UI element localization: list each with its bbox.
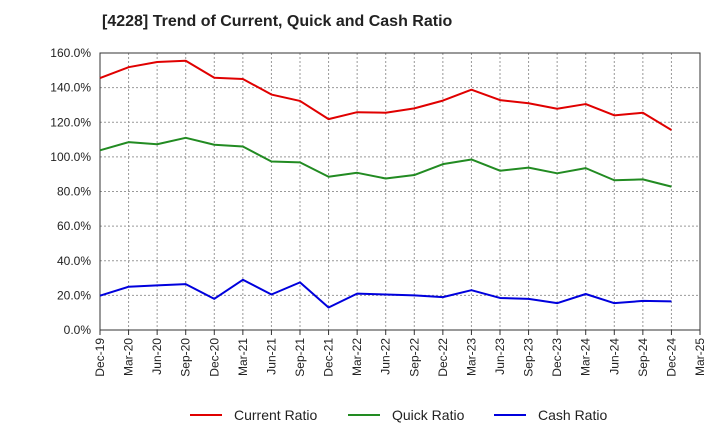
x-tick-label: Sep-23 xyxy=(522,338,536,377)
current-ratio-line xyxy=(100,61,671,130)
legend-label-quick-ratio: Quick Ratio xyxy=(392,407,465,423)
x-tick-label: Jun-24 xyxy=(607,338,621,375)
x-tick-label: Dec-19 xyxy=(93,338,107,377)
x-tick-label: Sep-21 xyxy=(293,338,307,377)
x-tick-label: Mar-24 xyxy=(579,338,593,376)
x-tick-label: Dec-22 xyxy=(436,338,450,377)
y-tick-label: 0.0% xyxy=(64,323,92,337)
y-tick-label: 40.0% xyxy=(57,254,91,268)
x-tick-label: Mar-23 xyxy=(464,338,478,376)
x-tick-label: Dec-20 xyxy=(207,338,221,377)
y-tick-label: 140.0% xyxy=(50,81,91,95)
x-tick-label: Jun-20 xyxy=(150,338,164,375)
x-tick-label: Dec-23 xyxy=(550,338,564,377)
legend-label-cash-ratio: Cash Ratio xyxy=(538,407,607,423)
x-tick-label: Mar-22 xyxy=(350,338,364,376)
x-tick-label: Dec-21 xyxy=(322,338,336,377)
y-tick-label: 80.0% xyxy=(57,185,91,199)
x-tick-label: Jun-21 xyxy=(264,338,278,375)
y-tick-label: 100.0% xyxy=(50,150,91,164)
x-tick-label: Sep-20 xyxy=(179,338,193,377)
x-tick-label: Mar-21 xyxy=(236,338,250,376)
x-tick-label: Mar-25 xyxy=(693,338,707,376)
y-tick-label: 160.0% xyxy=(50,46,91,60)
x-tick-label: Mar-20 xyxy=(122,338,136,376)
legend-label-current-ratio: Current Ratio xyxy=(234,407,317,423)
x-tick-label: Sep-22 xyxy=(407,338,421,377)
y-tick-label: 120.0% xyxy=(50,115,91,129)
y-tick-label: 20.0% xyxy=(57,288,91,302)
chart-title: [4228] Trend of Current, Quick and Cash … xyxy=(102,13,452,31)
x-tick-label: Sep-24 xyxy=(636,338,650,377)
x-tick-label: Dec-24 xyxy=(664,338,678,377)
y-tick-label: 60.0% xyxy=(57,219,91,233)
x-tick-label: Jun-23 xyxy=(493,338,507,375)
x-tick-label: Jun-22 xyxy=(379,338,393,375)
